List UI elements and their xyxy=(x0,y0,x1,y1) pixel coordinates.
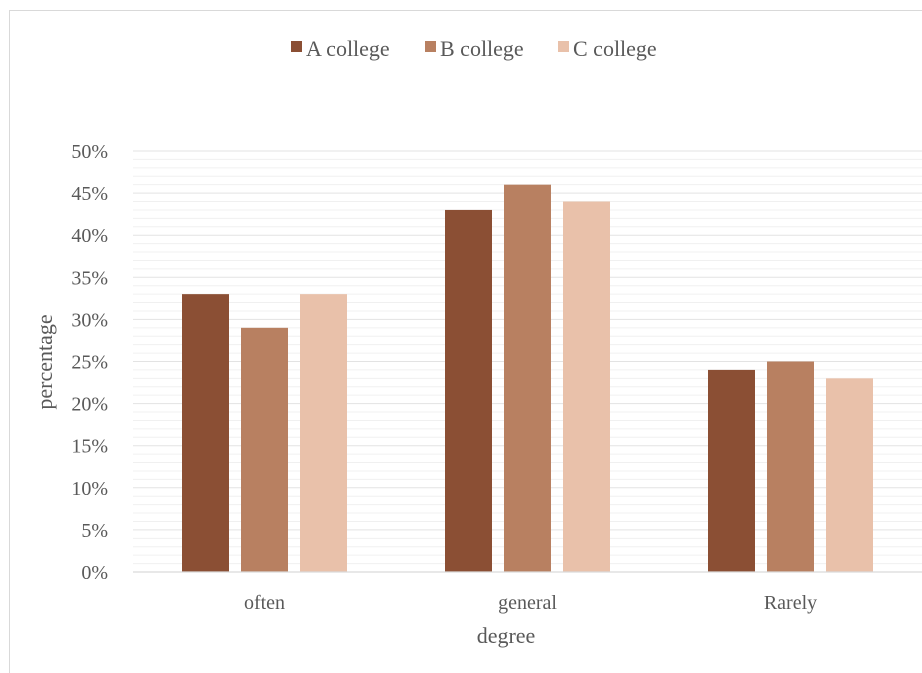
y-tick-label: 10% xyxy=(71,478,108,500)
y-axis-title: percentage xyxy=(32,314,57,409)
x-tick-label-rarely: Rarely xyxy=(764,592,817,614)
y-tick-label: 0% xyxy=(81,562,108,584)
bar-b-college-often xyxy=(241,327,288,572)
y-tick-label: 20% xyxy=(71,394,108,416)
legend-swatch-a-college xyxy=(291,41,302,52)
x-tick-label-often: often xyxy=(244,592,285,614)
legend-label-a-college: A college xyxy=(306,36,390,61)
y-axis-ticks: 0% 5% 10% 15% 20% 25% 30% 35% 40% 45% 50% xyxy=(71,141,108,584)
y-tick-label: 40% xyxy=(71,225,108,247)
y-tick-label: 45% xyxy=(71,183,108,205)
chart-frame xyxy=(9,10,922,673)
bar-a-college-general xyxy=(445,209,492,572)
legend-swatch-b-college xyxy=(425,41,436,52)
legend-label-c-college: C college xyxy=(573,36,657,61)
bar-c-college-often xyxy=(300,294,347,572)
y-tick-label: 25% xyxy=(71,352,108,374)
y-tick-label: 35% xyxy=(71,267,108,289)
bar-a-college-rarely xyxy=(708,369,755,572)
bar-b-college-rarely xyxy=(767,361,814,572)
y-tick-label: 15% xyxy=(71,436,108,458)
bar-b-college-general xyxy=(504,184,551,572)
y-tick-label: 5% xyxy=(81,520,108,542)
y-tick-label: 30% xyxy=(71,309,108,331)
bar-c-college-general xyxy=(563,201,610,572)
legend: A college B college C college xyxy=(291,36,657,61)
legend-swatch-c-college xyxy=(558,41,569,52)
bar-a-college-often xyxy=(182,294,229,572)
x-axis-ticks: often general Rarely xyxy=(244,592,817,614)
bars xyxy=(182,184,873,572)
x-tick-label-general: general xyxy=(498,592,557,614)
legend-label-b-college: B college xyxy=(440,36,524,61)
y-tick-label: 50% xyxy=(71,141,108,163)
bar-c-college-rarely xyxy=(826,378,873,572)
x-axis-title: degree xyxy=(477,623,536,648)
